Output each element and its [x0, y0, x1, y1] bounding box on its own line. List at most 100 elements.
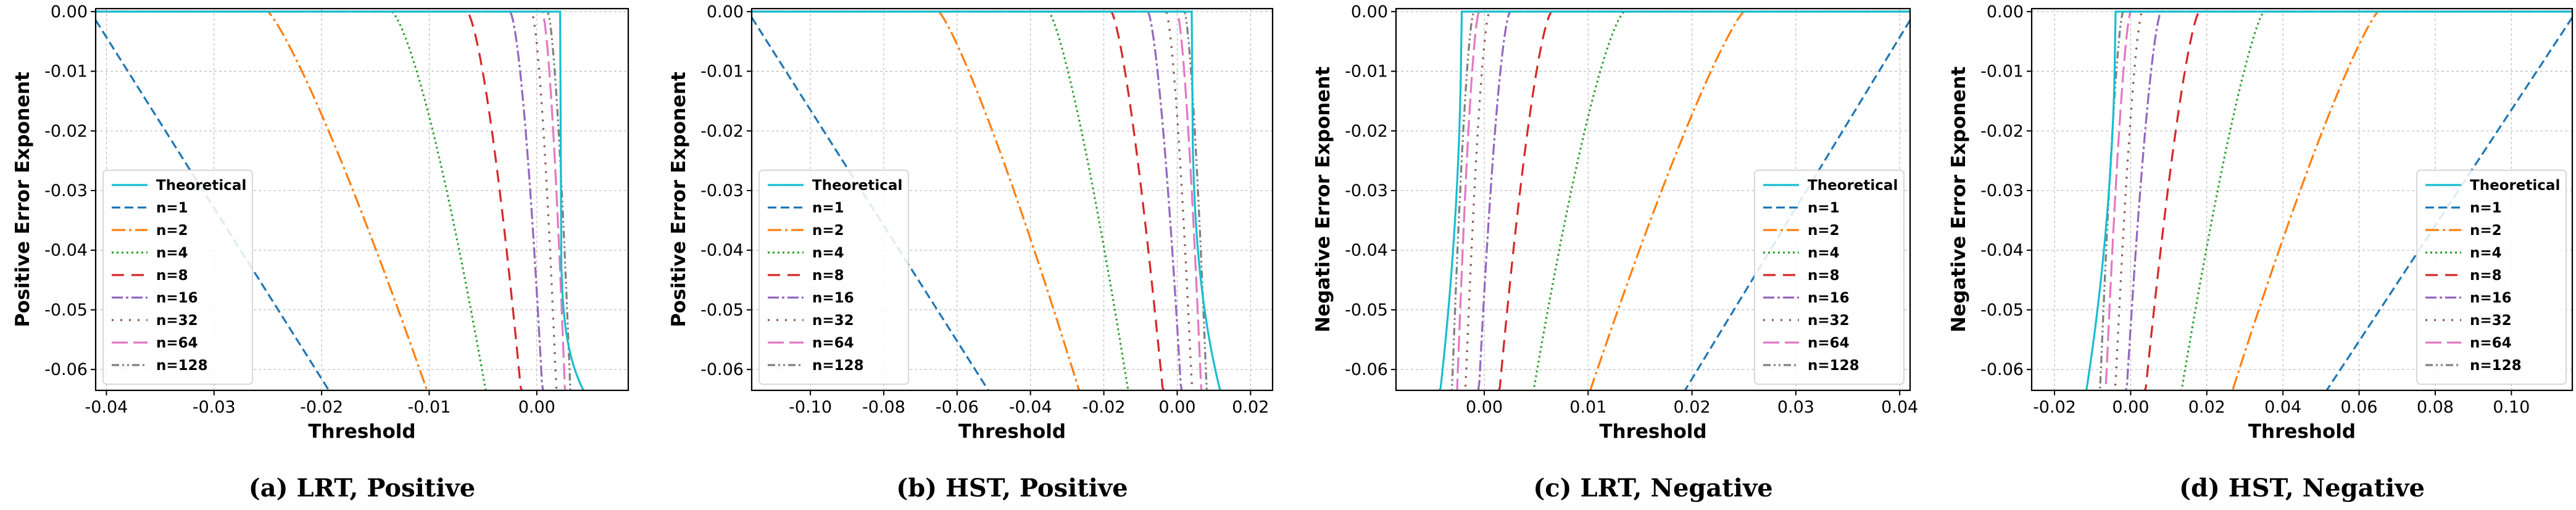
series-line-theoretical [2085, 10, 2572, 390]
x-tick-label: 0.04 [2264, 398, 2301, 417]
plot-frame [94, 7, 629, 392]
y-tick-label: -0.04 [700, 241, 744, 260]
legend-entry: n=1 [812, 200, 844, 216]
legend-entry: n=8 [812, 268, 844, 284]
x-axis-label: Threshold [2248, 421, 2356, 443]
y-tick-label: -0.02 [1345, 121, 1388, 141]
series-line-theoretical [96, 10, 584, 390]
y-tick-label: -0.06 [44, 360, 88, 379]
legend-entry: n=64 [156, 335, 198, 352]
legend-entry: n=32 [812, 313, 854, 329]
x-tick-label: 0.06 [2340, 398, 2377, 417]
y-tick-label: -0.01 [1345, 62, 1388, 81]
x-tick-label: 0.00 [2112, 398, 2149, 417]
y-tick-label: -0.05 [1980, 300, 2024, 319]
x-tick-label: 0.00 [518, 398, 555, 417]
y-tick-label: -0.05 [700, 300, 744, 319]
x-tick-label: 0.03 [1777, 398, 1814, 417]
x-tick-label: 0.02 [1232, 398, 1269, 417]
legend-entry: n=1 [1808, 200, 1840, 216]
x-tick-label: 0.02 [1674, 398, 1711, 417]
plot-frame [2030, 7, 2574, 392]
legend-entry: n=4 [2470, 245, 2502, 261]
y-tick-label: -0.05 [44, 300, 88, 319]
x-tick-label: 0.10 [2493, 398, 2530, 417]
x-tick-label: -0.04 [1009, 398, 1052, 417]
legend-entry: n=64 [2470, 335, 2512, 352]
legend-entry: n=4 [156, 245, 188, 261]
panel-caption: (d) HST, Negative [2179, 474, 2425, 503]
legend: Theoretical n=1 n=2 n=4 n=8 n=16 n=32 n=64 n=128 [2416, 170, 2567, 385]
x-axis-label: Threshold [1599, 421, 1706, 443]
legend-entry: n=32 [1808, 313, 1850, 329]
x-axis-label: Threshold [308, 421, 415, 443]
legend-entry: n=1 [156, 200, 188, 216]
y-tick-label: -0.05 [1345, 300, 1388, 319]
legend: Theoretical n=1 n=2 n=4 n=8 n=16 n=32 n=64 n=128 [758, 170, 909, 385]
y-tick-label: -0.03 [1345, 181, 1388, 200]
y-tick-label: -0.01 [700, 62, 744, 81]
panel-caption: (b) HST, Positive [896, 474, 1128, 503]
legend-entry: Theoretical [2470, 178, 2560, 194]
chart-panel-3: 0.00 0.01 0.02 0.03 0.04 0.00 -0.01 -0.02 -0.03 -… [1312, 2, 1918, 503]
legend-entry: n=16 [156, 290, 198, 306]
x-tick-label: 0.01 [1569, 398, 1606, 417]
y-tick-label: 0.00 [1987, 2, 2024, 22]
y-tick-label: -0.06 [1980, 360, 2024, 379]
x-tick-label: 0.02 [2188, 398, 2225, 417]
legend-entry: n=64 [1808, 335, 1850, 352]
y-tick-label: -0.02 [700, 121, 744, 141]
y-axis-label: Negative Error Exponent [1948, 67, 1970, 333]
chart-panel-1: -0.04 -0.03 -0.02 -0.01 0.00 0.00 -0.01 -0.02 -0… [12, 2, 629, 503]
x-tick-label: 0.08 [2417, 398, 2454, 417]
panel-caption: (c) LRT, Negative [1533, 474, 1772, 503]
y-axis-label: Positive Error Exponent [12, 72, 34, 327]
x-tick-label: -0.03 [193, 398, 236, 417]
y-tick-label: -0.04 [44, 241, 88, 260]
legend-entry: n=8 [156, 268, 188, 284]
legend-entry: n=8 [1808, 268, 1840, 284]
series-line-theoretical [1438, 10, 1910, 390]
y-tick-label: -0.03 [1980, 181, 2024, 200]
y-tick-label: -0.02 [44, 121, 88, 141]
legend-entry: n=2 [1808, 223, 1840, 239]
y-tick-label: -0.03 [44, 181, 88, 200]
y-tick-label: -0.01 [1980, 62, 2024, 81]
legend-entry: n=32 [2470, 313, 2512, 329]
y-tick-label: -0.04 [1345, 241, 1388, 260]
legend: Theoretical n=1 n=2 n=4 n=8 n=16 n=32 n=64 n=128 [1754, 170, 1905, 385]
y-tick-label: -0.04 [1980, 241, 2024, 260]
plot-frame [1395, 7, 1911, 392]
x-tick-label: 0.04 [1881, 398, 1918, 417]
legend-entry: n=128 [156, 358, 208, 374]
x-tick-label: -0.06 [936, 398, 979, 417]
legend-box [758, 170, 909, 385]
panel-caption: (a) LRT, Positive [249, 474, 475, 503]
x-tick-label: 0.00 [1466, 398, 1503, 417]
legend-entry: n=2 [156, 223, 188, 239]
legend-entry: n=64 [812, 335, 854, 352]
legend-box [2416, 170, 2567, 385]
legend-entry: n=128 [2470, 358, 2522, 374]
legend-entry: n=16 [1808, 290, 1850, 306]
series-line-n-1 [1684, 19, 1910, 390]
x-tick-label: -0.08 [862, 398, 905, 417]
x-tick-label: -0.01 [408, 398, 451, 417]
y-tick-label: -0.03 [700, 181, 744, 200]
legend-box [102, 170, 253, 385]
legend-entry: n=128 [812, 358, 864, 374]
y-tick-label: 0.00 [51, 2, 88, 22]
series-group [1438, 10, 1910, 390]
x-tick-label: -0.02 [2033, 398, 2076, 417]
legend-entry: n=1 [2470, 200, 2502, 216]
y-tick-label: -0.06 [1345, 360, 1388, 379]
x-tick-label: -0.10 [789, 398, 832, 417]
legend: Theoretical n=1 n=2 n=4 n=8 n=16 n=32 n=64 n=128 [102, 170, 253, 385]
legend-box [1754, 170, 1905, 385]
legend-entry: n=2 [2470, 223, 2502, 239]
x-tick-label: 0.00 [1158, 398, 1195, 417]
legend-entry: n=128 [1808, 358, 1859, 374]
legend-entry: n=4 [812, 245, 844, 261]
y-tick-label: 0.00 [1351, 2, 1388, 22]
